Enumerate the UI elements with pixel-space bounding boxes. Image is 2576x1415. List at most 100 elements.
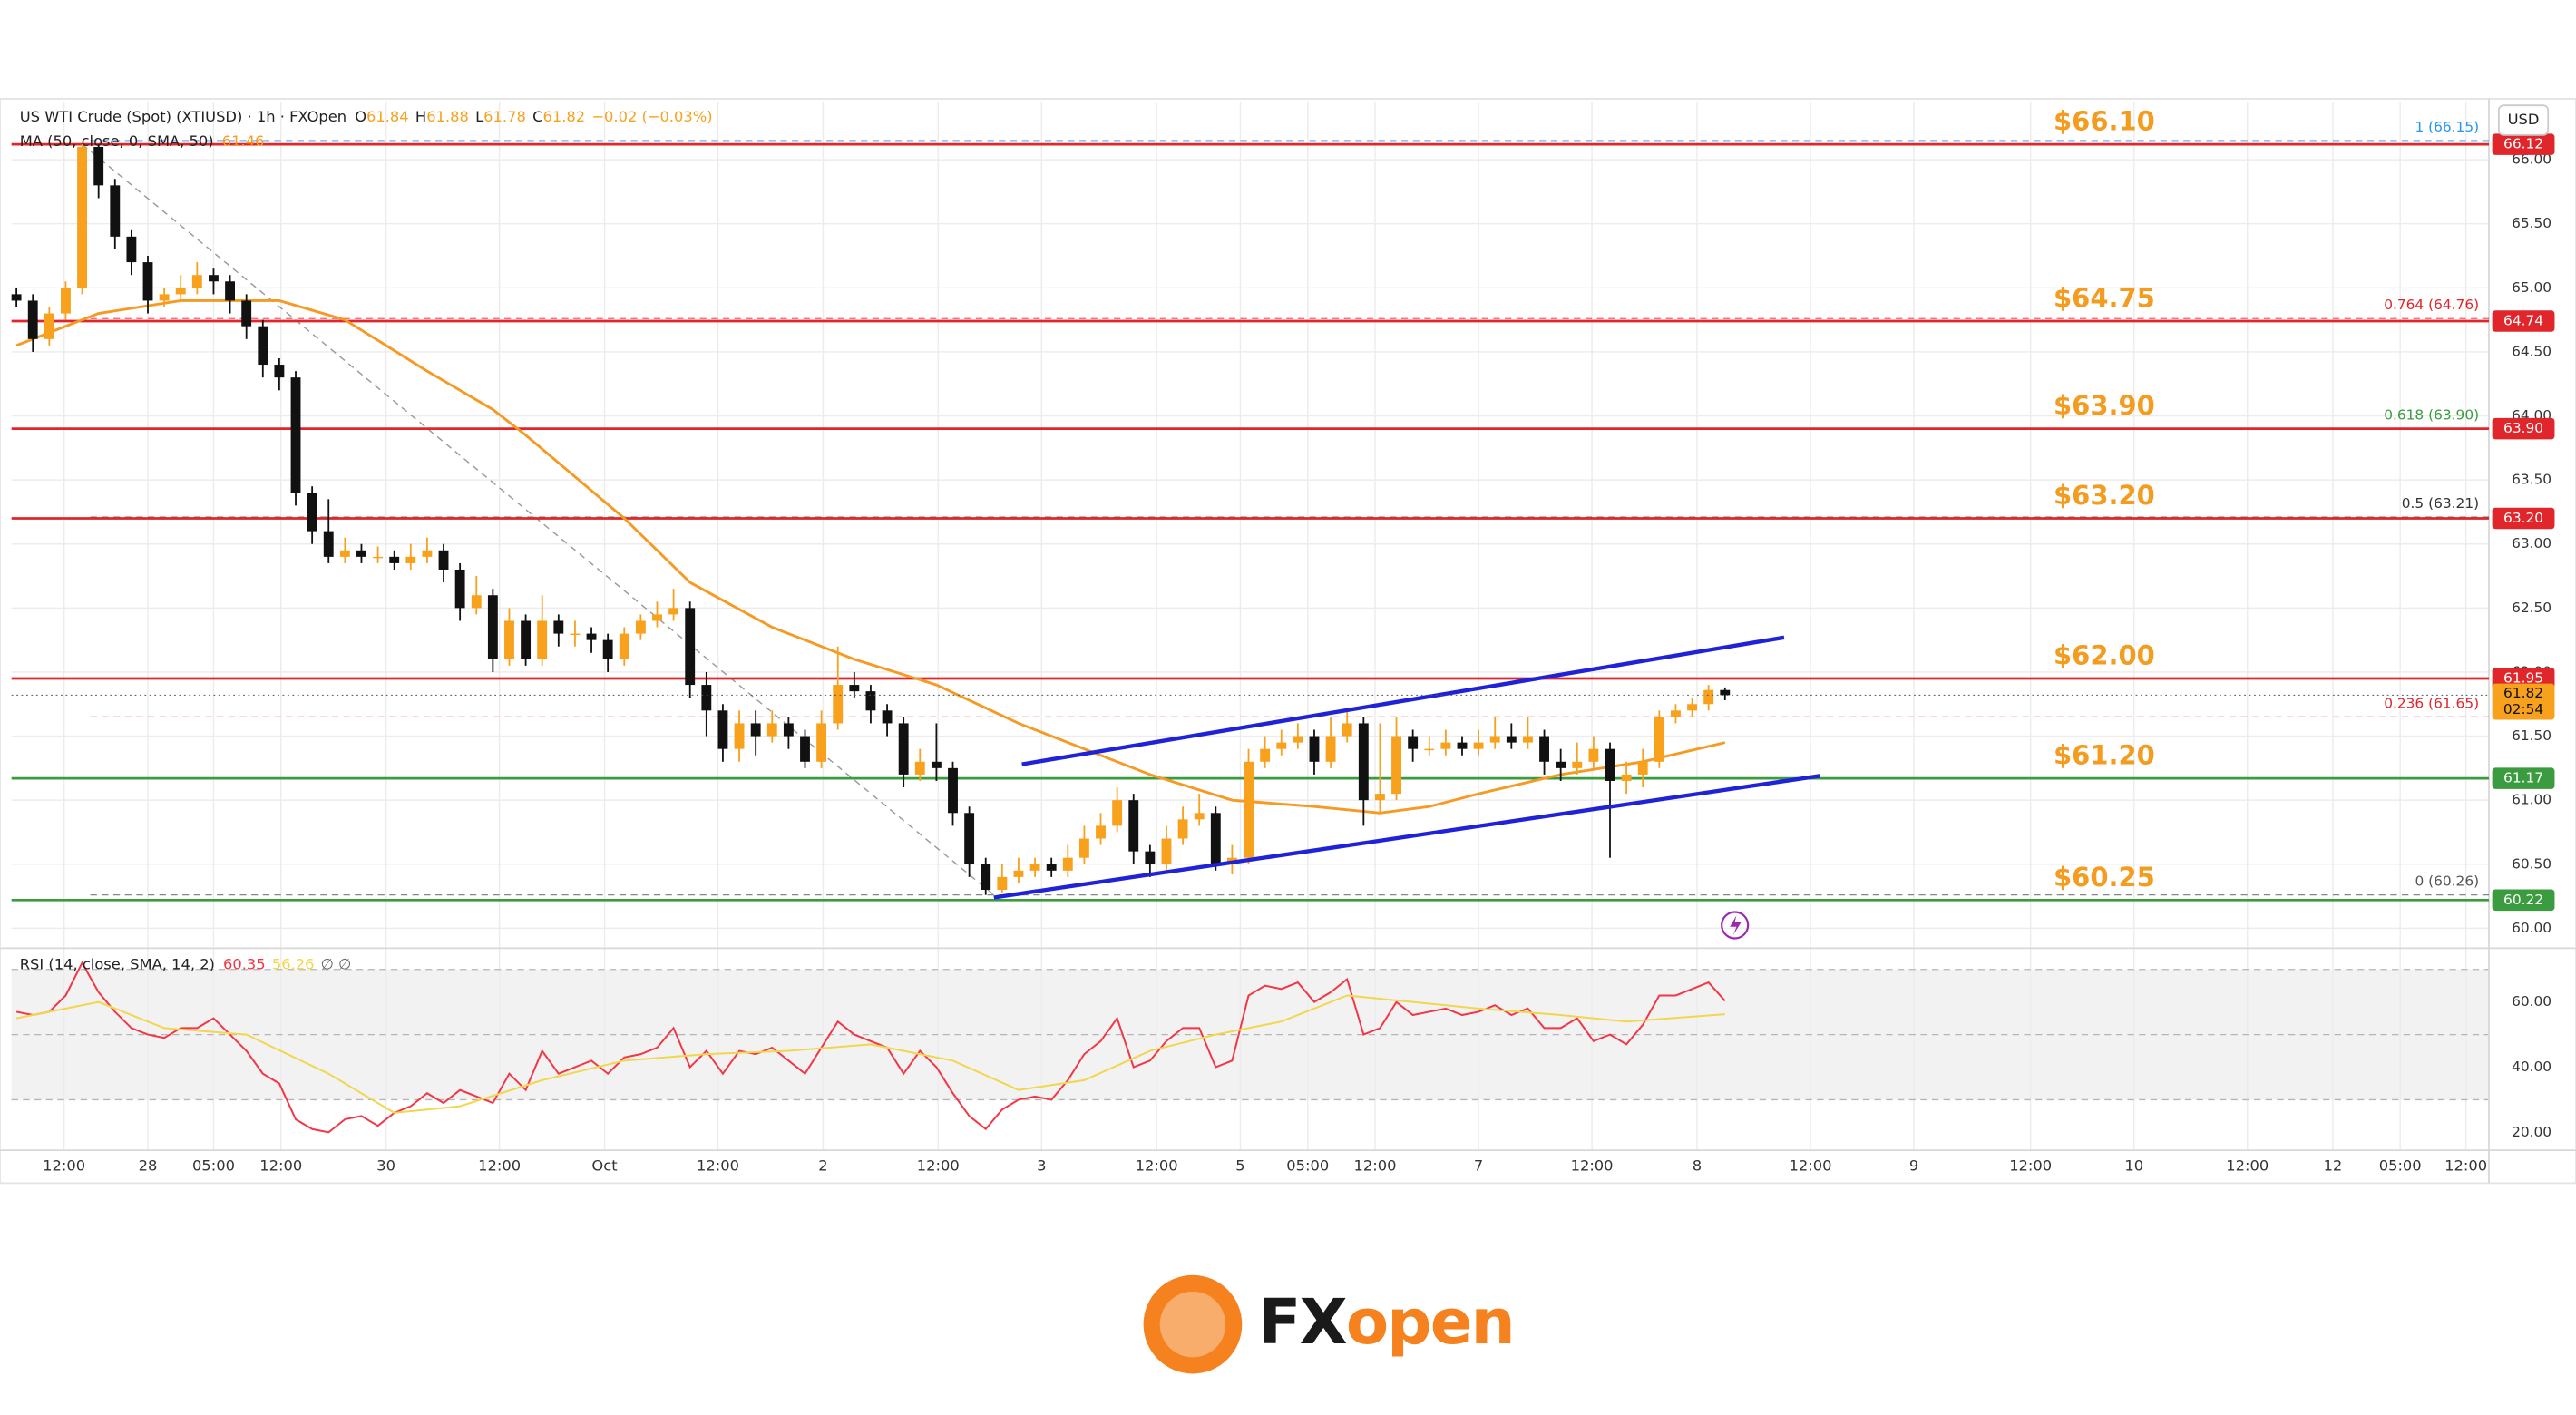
header-part: −0.02 (−0.03%): [591, 107, 712, 124]
candle-body: [1408, 736, 1419, 749]
level-note: $61.20: [2054, 740, 2155, 771]
candle-body: [602, 639, 613, 659]
x-tick-label: 12:00: [2444, 1157, 2487, 1175]
candle-body: [1440, 742, 1451, 749]
candle-body: [27, 300, 38, 339]
candle-body: [487, 595, 498, 659]
y-tick-label: 66.00: [2512, 151, 2552, 168]
candle-body: [816, 723, 827, 762]
candle-body: [1046, 864, 1057, 871]
brand-name: FXopen: [1258, 1286, 1513, 1359]
candle-body: [142, 262, 153, 301]
candle-body: [1506, 736, 1517, 743]
price-badge: [2492, 889, 2555, 912]
header-part: RSI (14, close, SMA, 14, 2): [20, 955, 215, 972]
candle-body: [339, 550, 350, 557]
candle-body: [865, 691, 876, 711]
price-badge-label: 63.90: [2503, 420, 2543, 436]
candle-body: [209, 275, 219, 282]
header-part: L: [475, 107, 483, 124]
rsi-sma-line: [15, 994, 1725, 1114]
x-tick-label: 2: [818, 1157, 827, 1175]
y-tick-label: 60.50: [2512, 855, 2552, 872]
y-tick-label: 64.50: [2512, 343, 2552, 359]
candle-body: [898, 723, 909, 775]
candle-body: [1177, 819, 1188, 839]
header-part: 61.78: [483, 107, 526, 124]
header-part: 61.82: [542, 107, 585, 124]
header-part: 60.35: [223, 955, 266, 972]
logo: [1143, 1274, 1243, 1374]
candle-body: [1293, 736, 1303, 743]
candle-body: [668, 608, 679, 615]
candle-body: [1029, 864, 1040, 871]
candle-body: [307, 493, 317, 532]
header-part: 56.26: [272, 955, 315, 972]
candle-body: [1096, 825, 1106, 839]
candle-body: [175, 288, 186, 295]
candle-body: [635, 620, 646, 634]
y-tick-label: 63.50: [2512, 472, 2552, 488]
candle-body: [1523, 736, 1533, 743]
candle-body: [1194, 813, 1205, 820]
header-part: ∅ ∅: [321, 955, 352, 972]
x-tick-label: 12:00: [1136, 1157, 1178, 1175]
candle-body: [800, 736, 810, 762]
x-tick-label: 12: [2324, 1157, 2343, 1175]
candle-body: [537, 620, 548, 659]
brand-fx: FX: [1258, 1286, 1346, 1359]
candle-body: [422, 550, 433, 557]
candle-body: [44, 313, 54, 339]
candle-body: [1210, 813, 1221, 864]
candle-body: [1687, 704, 1697, 711]
x-tick-label: 12:00: [1571, 1157, 1614, 1175]
candle-body: [1342, 723, 1352, 737]
x-tick-label: 28: [139, 1157, 158, 1175]
x-tick-label: 12:00: [259, 1157, 302, 1175]
candle-body: [1637, 761, 1648, 775]
candle-body: [553, 620, 564, 634]
candle-body: [1374, 794, 1385, 801]
price-badge-label: 61.17: [2503, 770, 2543, 786]
candle-body: [225, 281, 236, 301]
brand-open: open: [1346, 1286, 1514, 1359]
header-part: 61.88: [426, 107, 469, 124]
candle-body: [389, 556, 400, 563]
currency-label: USD: [2508, 111, 2540, 128]
x-tick-label: 12:00: [917, 1157, 960, 1175]
candle-body: [586, 633, 597, 640]
fib-label: 0.236 (61.65): [2384, 695, 2479, 711]
y-tick-label: 65.00: [2512, 279, 2552, 296]
x-tick-label: 7: [1474, 1157, 1483, 1175]
candle-body: [750, 723, 761, 737]
candle-body: [1078, 838, 1089, 858]
candle-body: [405, 556, 416, 563]
candle-body: [274, 365, 285, 378]
price-badge: [2492, 133, 2555, 155]
candle-body: [93, 146, 104, 186]
alert-icon[interactable]: [1721, 911, 1750, 940]
ma-line: [15, 298, 1726, 815]
retracement-line: [82, 143, 995, 896]
candle-body: [1539, 736, 1549, 762]
candle-body: [323, 531, 334, 557]
level-note: $64.75: [2054, 282, 2155, 313]
candle-body: [1671, 710, 1681, 717]
candle-body: [1556, 761, 1566, 768]
candle-body: [438, 550, 449, 570]
candle-body: [1703, 689, 1714, 705]
candle-body: [1473, 742, 1484, 749]
last-price-badge: [2492, 683, 2555, 720]
price-badge-label: 64.74: [2503, 313, 2543, 329]
candle-body: [1244, 761, 1254, 858]
countdown-label: 02:54: [2503, 701, 2543, 717]
candle-body: [77, 146, 87, 288]
rsi-tick-label: 40.00: [2512, 1059, 2552, 1075]
y-tick-label: 61.50: [2512, 727, 2552, 744]
candle-body: [717, 710, 728, 749]
candle-body: [1621, 774, 1632, 781]
candle-body: [833, 685, 844, 724]
currency-box: [2497, 104, 2550, 136]
candle-body: [570, 633, 581, 636]
candle-body: [126, 236, 137, 263]
